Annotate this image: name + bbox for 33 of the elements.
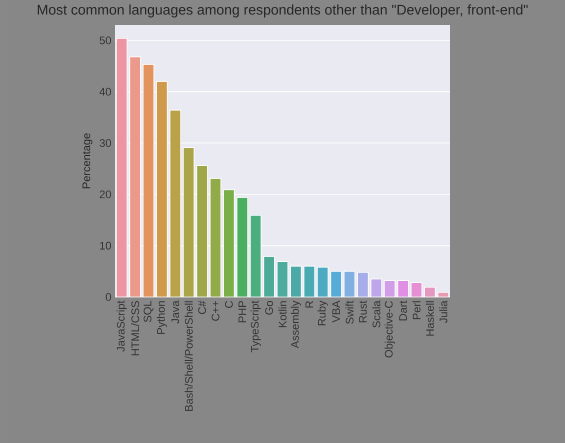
x-tick-label: C [225, 300, 233, 308]
y-tick-label: 30 [100, 139, 112, 147]
x-tick-label: Julia [439, 300, 448, 323]
x-tick-label: TypeScript [250, 300, 261, 352]
x-tick-label: VBA [332, 300, 340, 322]
x-tick-label: Python [156, 301, 168, 334]
x-tick-label: HTML/CSS [131, 301, 140, 356]
x-tick-label: R [306, 301, 314, 308]
y-tick-label: 0 [106, 293, 112, 301]
x-tick-label: C++ [212, 301, 220, 321]
y-tick-label: 10 [100, 242, 112, 250]
x-tick-label: Haskell [426, 301, 434, 336]
x-tick-label: PHP [238, 301, 246, 322]
x-tick-label: Scala [372, 300, 380, 328]
y-tick-label: 50 [100, 36, 112, 44]
y-axis-title: Percentage [82, 133, 92, 188]
x-tick-label: Kotlin [278, 301, 287, 328]
x-tick-label: C# [198, 300, 206, 314]
x-tick-label: SQL [144, 300, 154, 322]
x-tick-label: Assembly [290, 300, 302, 348]
y-tick-label: 40 [99, 88, 112, 96]
y-tick-label: 20 [100, 190, 112, 198]
x-tick-label: Dart [399, 300, 407, 320]
x-tick-label: Rust [359, 300, 367, 322]
x-tick-label: Ruby [318, 300, 328, 326]
x-tick-label: Go [265, 300, 273, 315]
x-tick-label: Bash/Shell/PowerShell [184, 301, 193, 411]
x-tick-label: JavaScript [116, 300, 127, 352]
chart-title: Most common languages among respondents other than "Developer, front-end" [38, 4, 528, 18]
x-tick-label: Objective-C [384, 300, 395, 358]
x-tick-label: Perl [412, 301, 421, 320]
x-tick-label: Java [171, 300, 180, 324]
x-tick-label: Swift [345, 300, 354, 324]
